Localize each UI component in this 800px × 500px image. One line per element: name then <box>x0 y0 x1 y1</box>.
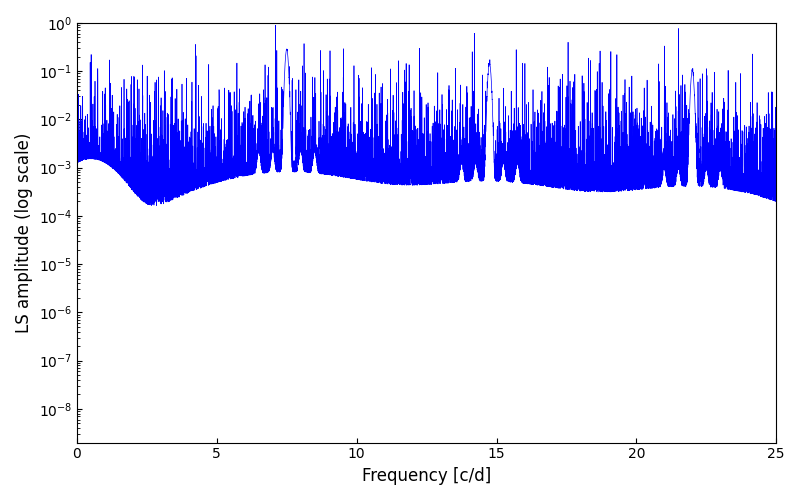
X-axis label: Frequency [c/d]: Frequency [c/d] <box>362 467 491 485</box>
Y-axis label: LS amplitude (log scale): LS amplitude (log scale) <box>15 132 33 333</box>
